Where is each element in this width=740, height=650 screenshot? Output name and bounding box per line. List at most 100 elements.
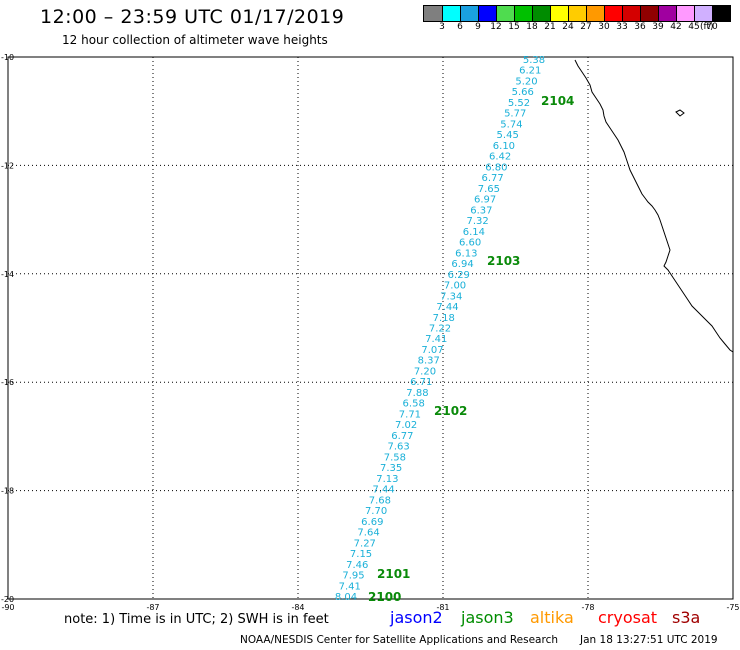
wave-height-label: 7.70: [365, 506, 387, 517]
pass-time-label: 2103: [487, 254, 520, 268]
wave-height-label: 7.27: [354, 538, 376, 549]
color-scale-label: 42: [670, 22, 682, 32]
wave-height-label: 7.20: [414, 366, 436, 377]
pass-time-label: 2100: [368, 590, 401, 604]
wave-height-label: 5.38: [523, 55, 545, 66]
lon-label: -87: [146, 603, 159, 612]
color-scale-unit: (ft): [700, 22, 714, 32]
footer-note: note: 1) Time is in UTC; 2) SWH is in fe…: [64, 612, 329, 627]
wave-height-label: 7.64: [357, 528, 379, 539]
color-scale-label: 3: [439, 22, 445, 32]
color-swatch: [658, 6, 676, 21]
wave-height-label: 5.45: [497, 130, 519, 141]
color-scale-label: 12: [490, 22, 502, 32]
color-swatch: [694, 6, 712, 21]
island: [675, 109, 685, 117]
wave-height-label: 6.14: [463, 227, 485, 238]
wave-height-label: 5.77: [504, 109, 526, 120]
color-swatch: [460, 6, 478, 21]
color-scale: [423, 5, 731, 22]
wave-height-label: 5.74: [500, 119, 522, 130]
coastline: [574, 59, 734, 353]
color-swatch: [568, 6, 586, 21]
wave-height-label: 7.44: [436, 302, 458, 313]
wave-height-label: 7.35: [380, 463, 402, 474]
color-swatch: [550, 6, 568, 21]
color-swatch: [478, 6, 496, 21]
wave-height-label: 7.65: [478, 184, 500, 195]
wave-height-label: 7.63: [388, 442, 410, 453]
credit-agency: NOAA/NESDIS Center for Satellite Applica…: [240, 634, 558, 646]
pass-time-label: 2102: [434, 404, 467, 418]
lat-label: -18: [1, 487, 14, 496]
wave-height-label: 5.66: [512, 87, 534, 98]
wave-height-track: 5.386.215.205.665.525.775.745.456.106.42…: [335, 55, 545, 603]
wave-height-label: 7.22: [429, 324, 451, 335]
color-scale-label: 70: [706, 22, 718, 32]
wave-height-label: 7.88: [406, 388, 428, 399]
wave-height-label: 7.00: [444, 281, 466, 292]
map-subtitle: 12 hour collection of altimeter wave hei…: [62, 33, 328, 47]
color-swatch: [676, 6, 694, 21]
color-scale-label: 30: [598, 22, 610, 32]
wave-height-label: 6.29: [448, 270, 470, 281]
wave-height-label: 8.04: [335, 592, 357, 603]
sat-cryosat: cryosat: [598, 608, 658, 627]
wave-height-label: 6.94: [451, 259, 473, 270]
color-scale-label: 27: [580, 22, 592, 32]
sat-jason2: jason2: [390, 608, 443, 627]
color-scale-label: 39: [652, 22, 664, 32]
wave-height-label: 6.80: [485, 162, 507, 173]
lat-label: -20: [1, 595, 14, 604]
wave-height-label: 7.07: [421, 345, 443, 356]
wave-height-label: 6.77: [482, 173, 504, 184]
wave-height-label: 7.95: [342, 571, 364, 582]
color-swatch: [442, 6, 460, 21]
pass-time-label: 2104: [541, 94, 574, 108]
wave-height-label: 6.13: [455, 248, 477, 259]
lat-label: -14: [1, 270, 14, 279]
wave-height-label: 8.37: [418, 356, 440, 367]
pass-time-label: 2101: [377, 567, 410, 581]
color-scale-label: 24: [562, 22, 574, 32]
wave-height-label: 7.58: [384, 452, 406, 463]
lon-label: -81: [436, 603, 449, 612]
map-frame: [7, 56, 734, 600]
lat-label: -16: [1, 378, 14, 387]
lat-label: -12: [1, 161, 14, 170]
wave-height-label: 7.46: [346, 560, 368, 571]
wave-height-label: 6.69: [361, 517, 383, 528]
sat-s3a: s3a: [672, 608, 701, 627]
color-scale-label: 36: [634, 22, 646, 32]
wave-height-label: 7.34: [440, 291, 462, 302]
wave-height-label: 6.60: [459, 238, 481, 249]
wave-height-label: 6.10: [493, 141, 515, 152]
color-scale-label: 33: [616, 22, 628, 32]
color-scale-label: 6: [457, 22, 463, 32]
color-scale-label: 21: [544, 22, 556, 32]
credit-timestamp: Jan 18 13:27:51 UTC 2019: [580, 634, 718, 646]
lon-label: -90: [1, 603, 14, 612]
wave-height-label: 7.44: [372, 485, 394, 496]
lon-label: -84: [291, 603, 304, 612]
wave-height-label: 6.58: [403, 399, 425, 410]
wave-height-label: 7.02: [395, 420, 417, 431]
wave-height-label: 6.97: [474, 195, 496, 206]
wave-height-label: 7.71: [399, 409, 421, 420]
color-swatch: [496, 6, 514, 21]
wave-height-label: 6.21: [519, 66, 541, 77]
wave-height-label: 7.15: [350, 549, 372, 560]
lat-label: -10: [1, 53, 14, 62]
graticule: [8, 57, 733, 599]
wave-height-label: 7.41: [425, 334, 447, 345]
lon-label: -78: [581, 603, 594, 612]
wave-height-label: 7.18: [433, 313, 455, 324]
color-swatch: [622, 6, 640, 21]
pass-time-labels: 2104 2103 2102 2101 2100: [368, 94, 574, 604]
wave-height-label: 6.71: [410, 377, 432, 388]
color-swatch: [604, 6, 622, 21]
wave-height-label: 7.13: [376, 474, 398, 485]
map-title: 12:00 – 23:59 UTC 01/17/2019: [40, 6, 345, 28]
axis-labels: -90 -87 -84 -81 -78 -75 -10 -12 -14 -16 -18 -20: [1, 53, 740, 612]
